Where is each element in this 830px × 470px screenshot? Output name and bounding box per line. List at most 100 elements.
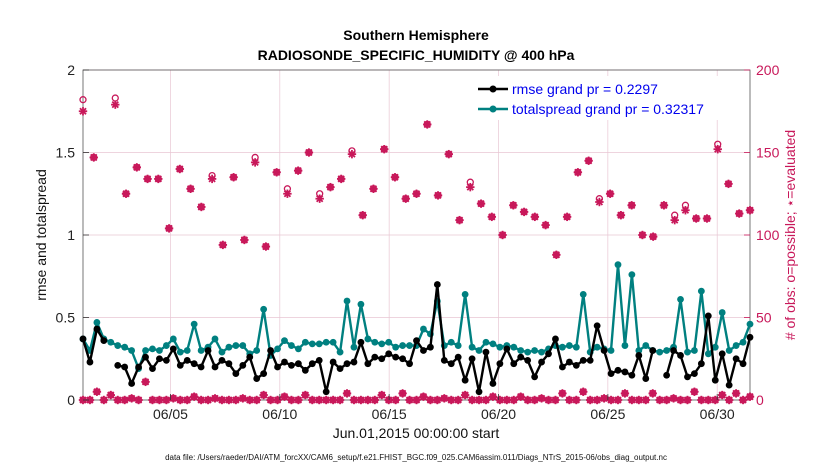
obs-evaluated-marker	[455, 215, 464, 225]
spread-point	[281, 337, 288, 344]
obs-evaluated-marker	[453, 395, 463, 405]
spread-point	[517, 347, 525, 354]
spread-point	[704, 350, 712, 358]
rmse-point	[253, 375, 261, 382]
obs-evaluated-marker	[433, 191, 443, 200]
spread-point	[294, 345, 302, 353]
rmse-point	[301, 366, 309, 374]
obs-evaluated-marker	[162, 395, 171, 405]
rmse-point	[239, 361, 247, 369]
spread-point	[538, 348, 545, 356]
obs-evaluated-marker	[599, 394, 609, 403]
obs-evaluated-marker	[423, 120, 432, 129]
spread-point	[732, 342, 740, 349]
rmse-point	[433, 281, 441, 288]
rmse-point	[392, 353, 400, 361]
obs-evaluated-marker	[662, 395, 671, 405]
obs-evaluated-marker	[681, 206, 690, 215]
chart-subtitle: RADIOSONDE_SPECIFIC_HUMIDITY @ 400 hPa	[258, 47, 575, 63]
obs-evaluated-marker	[466, 182, 475, 192]
spread-point	[211, 335, 219, 343]
spread-point	[149, 345, 156, 353]
spread-point	[614, 261, 622, 269]
spread-point	[260, 305, 268, 313]
obs-evaluated-marker	[369, 184, 378, 193]
rmse-point	[697, 360, 705, 368]
obs-evaluated-marker	[711, 395, 720, 405]
obs-evaluated-marker	[304, 148, 314, 157]
obs-evaluated-marker	[356, 395, 366, 405]
spread-point	[579, 291, 587, 298]
obs-evaluated-marker	[363, 395, 373, 405]
spread-point	[621, 342, 629, 349]
obs-possible-marker	[111, 94, 119, 102]
spread-point	[461, 291, 469, 298]
obs-evaluated-marker	[229, 173, 238, 182]
obs-evaluated-marker	[148, 395, 157, 405]
obs-evaluated-marker	[412, 189, 421, 198]
spread-point	[128, 347, 136, 354]
rmse-point	[86, 358, 94, 366]
rmse-point	[593, 322, 601, 330]
obs-evaluated-marker	[669, 394, 678, 403]
obs-evaluated-marker	[537, 394, 546, 403]
rmse-point	[135, 363, 142, 371]
spread-point	[420, 325, 427, 333]
rmse-point	[232, 370, 240, 377]
y-right-tick-label: 200	[756, 62, 780, 78]
obs-evaluated-marker	[616, 211, 626, 220]
spread-point	[197, 347, 205, 354]
rmse-point	[538, 358, 545, 366]
rmse-point	[531, 373, 539, 381]
rmse-point	[267, 347, 274, 354]
obs-evaluated-marker	[551, 395, 560, 405]
obs-evaluated-marker	[476, 199, 486, 208]
obs-evaluated-marker	[509, 395, 518, 405]
rmse-point	[142, 353, 149, 361]
obs-evaluated-marker	[186, 184, 195, 193]
obs-evaluated-marker	[342, 389, 352, 398]
obs-evaluated-marker	[702, 214, 712, 223]
spread-point	[746, 320, 754, 328]
spread-point	[656, 348, 664, 356]
rmse-point	[183, 357, 191, 364]
legend-box	[474, 76, 744, 120]
obs-evaluated-marker	[460, 390, 470, 400]
spread-point	[142, 347, 149, 354]
spread-point	[371, 338, 379, 346]
obs-evaluated-marker	[120, 395, 129, 405]
obs-evaluated-marker	[92, 387, 102, 396]
spread-point	[447, 338, 455, 346]
obs-evaluated-marker	[250, 158, 260, 167]
rmse-point	[746, 333, 754, 341]
obs-evaluated-marker	[176, 395, 185, 405]
obs-evaluated-marker	[509, 201, 518, 210]
rmse-point	[308, 360, 316, 368]
obs-evaluated-marker	[552, 250, 561, 259]
obs-evaluated-marker	[391, 395, 400, 405]
spread-point	[739, 338, 747, 346]
obs-evaluated-marker	[154, 174, 163, 184]
rmse-point	[649, 347, 657, 354]
obs-evaluated-marker	[398, 389, 407, 398]
rmse-point	[211, 363, 219, 371]
obs-evaluated-marker	[240, 235, 249, 245]
x-tick-label: 06/20	[481, 406, 516, 422]
obs-possible-marker	[79, 96, 87, 104]
footnote: data file: /Users/raeder/DAI/ATM_forcXX/…	[165, 453, 667, 462]
obs-evaluated-marker	[89, 153, 98, 162]
spread-point	[350, 343, 358, 351]
rmse-point	[565, 358, 573, 366]
spread-point	[315, 340, 323, 348]
obs-evaluated-marker	[175, 164, 185, 174]
spread-point	[663, 347, 671, 354]
obs-evaluated-marker	[638, 230, 647, 240]
rmse-point	[489, 380, 497, 387]
y-axis-label-right: # of obs: o=possible; ⋆=evaluated	[782, 130, 798, 340]
obs-evaluated-marker	[252, 395, 261, 405]
rmse-point	[364, 360, 372, 368]
y-tick-label: 1.5	[56, 145, 76, 161]
obs-evaluated-marker	[315, 194, 324, 203]
spread-point	[482, 338, 490, 346]
rmse-point	[670, 347, 677, 354]
